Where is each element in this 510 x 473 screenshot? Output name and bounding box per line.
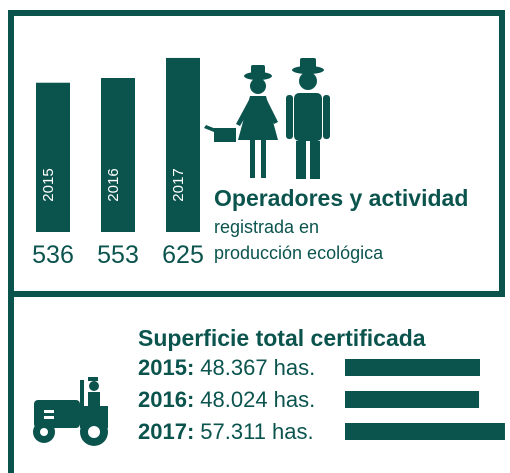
year: 2015:	[138, 355, 194, 380]
subtitle: producción ecológica	[214, 243, 384, 263]
bar	[345, 423, 505, 440]
bar	[345, 391, 480, 408]
year-label: 2017	[170, 168, 187, 201]
area-label: 48.367 has.	[200, 355, 315, 380]
year-label: 2015	[40, 168, 57, 201]
chart-title: Operadores y actividad	[214, 185, 468, 211]
chart-title: Superficie total certificada	[138, 325, 426, 351]
tractor-icon	[33, 377, 108, 446]
subtitle: registrada en	[214, 217, 319, 237]
year: 2017:	[138, 419, 194, 444]
value-label: 553	[97, 241, 139, 269]
row-label: 2017: 57.311 has.	[138, 419, 314, 444]
bar	[345, 359, 480, 376]
area-label: 48.024 has.	[200, 387, 315, 412]
value-label: 625	[162, 241, 204, 269]
frame	[8, 10, 505, 473]
farmers-icon	[204, 58, 330, 179]
year: 2016:	[138, 387, 194, 412]
value-label: 536	[32, 241, 74, 269]
row-label: 2015: 48.367 has.	[138, 355, 315, 380]
bar	[166, 57, 200, 232]
area-label: 57.311 has.	[200, 419, 313, 444]
bar	[36, 82, 70, 232]
year-label: 2016	[105, 168, 122, 201]
row-label: 2016: 48.024 has.	[138, 387, 315, 412]
bar	[101, 77, 135, 232]
